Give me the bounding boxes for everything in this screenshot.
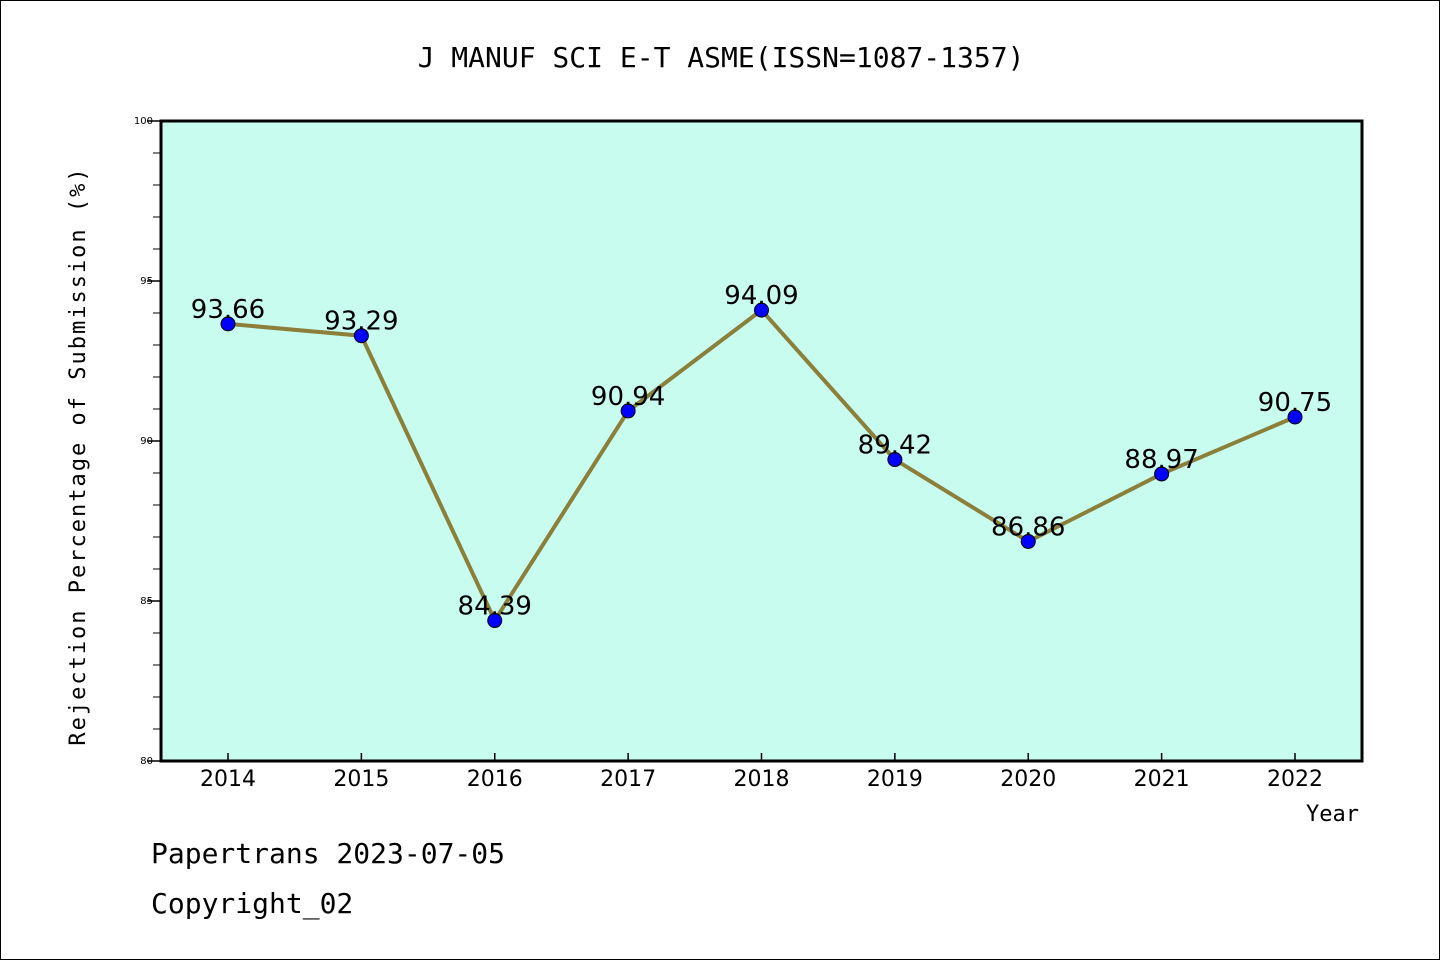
x-axis-label: Year: [1306, 802, 1359, 827]
y-axis-label: Rejection Percentage of Submission (%): [66, 166, 91, 745]
footer-copyright: Copyright_02: [151, 887, 354, 920]
data-label: 84.39: [458, 592, 532, 622]
data-point: [1020, 533, 1036, 549]
data-label: 86.86: [991, 512, 1065, 542]
x-tick-label: 2022: [1267, 767, 1323, 792]
y-tick-label: 100: [134, 116, 153, 127]
footer-date: Papertrans 2023-07-05: [151, 837, 506, 870]
data-point: [220, 316, 236, 332]
data-label: 88.97: [1124, 445, 1198, 475]
data-label: 94.09: [724, 281, 798, 311]
data-point: [1154, 466, 1170, 482]
data-points: [220, 302, 1303, 629]
data-point: [353, 328, 369, 344]
y-tick-label: 80: [140, 756, 153, 767]
x-tick-label: 2018: [734, 767, 790, 792]
x-axis-ticks: 2014 2015 2016 2017 2018 2019 2020 2021 2022: [200, 753, 1323, 792]
x-tick-label: 2020: [1000, 767, 1056, 792]
x-tick-label: 2021: [1134, 767, 1190, 792]
plot-area: [161, 121, 1362, 761]
data-point: [620, 403, 636, 419]
data-label: 90.75: [1258, 388, 1332, 418]
data-labels: 93.66 93.29 84.39 90.94 94.09 89.42 86.86 88.97…: [191, 281, 1332, 621]
plot-frame: [159, 119, 1364, 763]
data-point: [887, 452, 903, 468]
chart-title: J MANUF SCI E-T ASME(ISSN=1087-1357): [418, 41, 1025, 74]
x-tick-label: 2016: [467, 767, 523, 792]
data-label: 90.94: [591, 382, 665, 412]
data-point: [487, 613, 503, 629]
data-label: 93.66: [191, 295, 265, 325]
x-tick-label: 2014: [200, 767, 256, 792]
y-tick-label: 95: [140, 276, 153, 287]
y-tick-label: 85: [140, 596, 153, 607]
x-tick-label: 2019: [867, 767, 923, 792]
data-point: [1287, 409, 1303, 425]
data-label: 89.42: [858, 431, 932, 461]
x-tick-label: 2017: [600, 767, 656, 792]
data-point: [754, 302, 769, 318]
data-label: 93.29: [324, 307, 398, 337]
y-tick-label: 90: [140, 436, 153, 447]
y-axis-ticks: 80 85 90 95 100: [134, 116, 161, 767]
x-tick-label: 2015: [333, 767, 389, 792]
